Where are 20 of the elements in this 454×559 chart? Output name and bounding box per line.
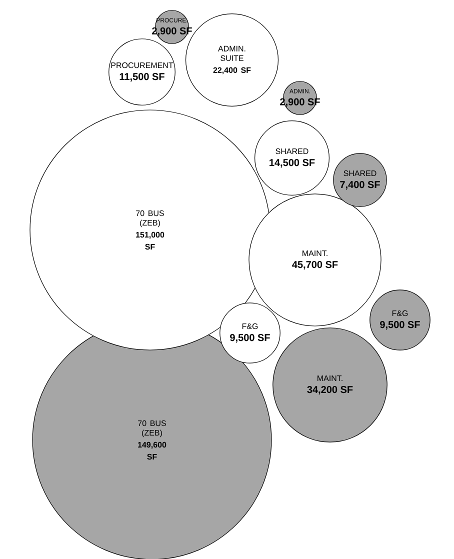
data-label: 34,200 SF — [307, 386, 353, 395]
category-label: SHARED — [276, 148, 308, 154]
category-label: SHARED — [344, 170, 376, 176]
category-label: 70 BUS (ZEB) — [138, 420, 166, 438]
data-label: 149,600 SF — [138, 442, 166, 460]
data-label: 7,400 SF — [340, 181, 380, 190]
category-label: MAINT. — [302, 250, 328, 256]
data-label: 9,500 SF — [230, 334, 270, 343]
data-label: 22,400 SF — [213, 67, 251, 74]
category-label: F&G — [242, 323, 258, 330]
category-label: F&G — [392, 310, 408, 316]
data-label: 11,500 SF — [120, 73, 164, 82]
data-label: 9,500 SF — [380, 321, 420, 330]
category-label: 70 BUS (ZEB) — [136, 210, 164, 228]
data-label: 151,000 SF — [136, 232, 164, 250]
data-label: 45,700 SF — [292, 260, 338, 270]
data-label: 14,500 SF — [270, 159, 315, 168]
category-label: ADMIN. SUITE — [218, 46, 246, 61]
category-label: PROCUREMENT — [111, 62, 174, 68]
category-label: MAINT. — [318, 375, 342, 381]
